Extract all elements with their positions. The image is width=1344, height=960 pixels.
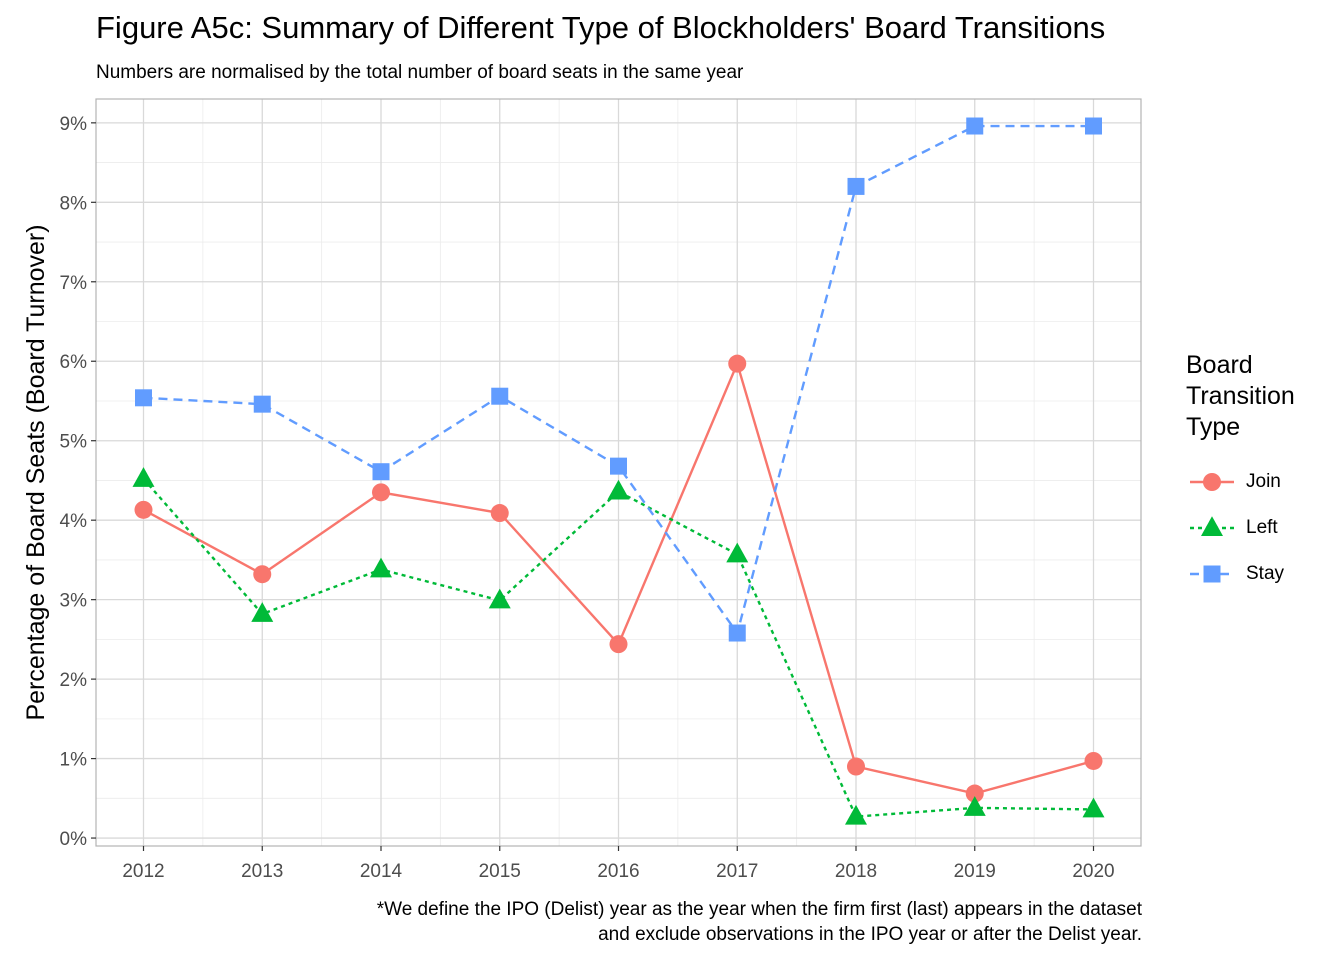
data-point-left	[251, 602, 274, 622]
data-point-left	[963, 796, 986, 816]
chart-title: Figure A5c: Summary of Different Type of…	[96, 10, 1106, 45]
data-point-join	[609, 635, 628, 654]
legend-label-left: Left	[1246, 517, 1278, 538]
x-tick-label: 2014	[360, 861, 403, 882]
legend: Board Transition Type Join Left Stay	[1186, 350, 1326, 597]
y-tick-label: 2%	[60, 670, 88, 691]
x-tick-label: 2017	[716, 861, 758, 882]
data-point-join	[134, 500, 153, 519]
data-point-stay	[966, 117, 984, 135]
data-point-stay	[610, 457, 627, 475]
x-tick-label: 2015	[479, 861, 521, 882]
data-point-join	[490, 504, 509, 523]
data-point-stay	[372, 463, 390, 481]
x-tick-label: 2020	[1072, 861, 1114, 882]
x-tick-label: 2013	[241, 861, 283, 882]
legend-item-left: Left	[1186, 505, 1326, 551]
chart-subtitle: Numbers are normalised by the total numb…	[96, 62, 744, 83]
y-axis-title: Percentage of Board Seats (Board Turnove…	[22, 224, 50, 720]
legend-title-line: Board	[1186, 351, 1253, 379]
data-point-join	[847, 757, 865, 776]
series	[132, 117, 1105, 825]
data-point-join	[728, 354, 747, 373]
caption-line: and exclude observations in the IPO year…	[598, 924, 1142, 945]
legend-marker-stay	[1203, 565, 1221, 583]
data-point-stay	[491, 387, 509, 405]
data-point-stay	[1085, 117, 1102, 135]
data-point-stay	[135, 389, 152, 407]
gridlines	[96, 99, 1141, 846]
data-point-join	[1084, 751, 1103, 770]
legend-title: Board Transition Type	[1186, 350, 1326, 443]
y-tick-label: 6%	[60, 352, 88, 373]
legend-key-join	[1190, 473, 1234, 491]
legend-title-line: Type	[1186, 413, 1241, 441]
legend-marker-left	[1201, 516, 1223, 536]
legend-item-join: Join	[1186, 459, 1326, 505]
data-point-left	[488, 588, 511, 609]
legend-key-left	[1190, 516, 1234, 536]
x-tick-label: 2012	[122, 861, 164, 882]
y-tick-label: 8%	[60, 193, 88, 214]
x-tick-label: 2018	[835, 861, 877, 882]
axes: 0% 1% 2% 3% 4% 5% 6% 7% 8% 9% 2012 2013 2014 2015 2016…	[22, 114, 1115, 882]
footnote-caption: *We define the IPO (Delist) year as the …	[377, 897, 1142, 947]
data-point-join	[372, 483, 390, 502]
data-point-join	[965, 784, 984, 803]
y-tick-label: 0%	[60, 829, 88, 850]
data-point-stay	[253, 395, 271, 413]
legend-label-join: Join	[1246, 471, 1281, 492]
data-point-stay	[728, 624, 746, 642]
legend-key-stay	[1190, 565, 1234, 583]
legend-label-stay: Stay	[1246, 563, 1285, 584]
legend-item-stay: Stay	[1186, 551, 1326, 597]
data-point-join	[253, 565, 272, 584]
legend-marker-join	[1203, 473, 1221, 491]
y-tick-label: 3%	[60, 591, 88, 612]
y-tick-label: 9%	[60, 114, 88, 135]
x-tick-label: 2019	[954, 861, 996, 882]
data-point-left	[1082, 797, 1105, 818]
data-point-left	[370, 557, 392, 578]
y-tick-label: 7%	[60, 273, 88, 294]
data-point-left	[726, 542, 749, 563]
data-point-left	[845, 804, 867, 825]
x-tick-label: 2016	[597, 861, 639, 882]
caption-line: *We define the IPO (Delist) year as the …	[376, 899, 1142, 920]
data-point-stay	[847, 177, 865, 195]
legend-title-line: Transition	[1186, 382, 1295, 410]
data-point-left	[132, 467, 155, 487]
y-tick-label: 4%	[60, 511, 88, 532]
y-tick-label: 5%	[60, 432, 88, 453]
y-tick-label: 1%	[60, 750, 88, 771]
data-point-left	[607, 479, 630, 500]
